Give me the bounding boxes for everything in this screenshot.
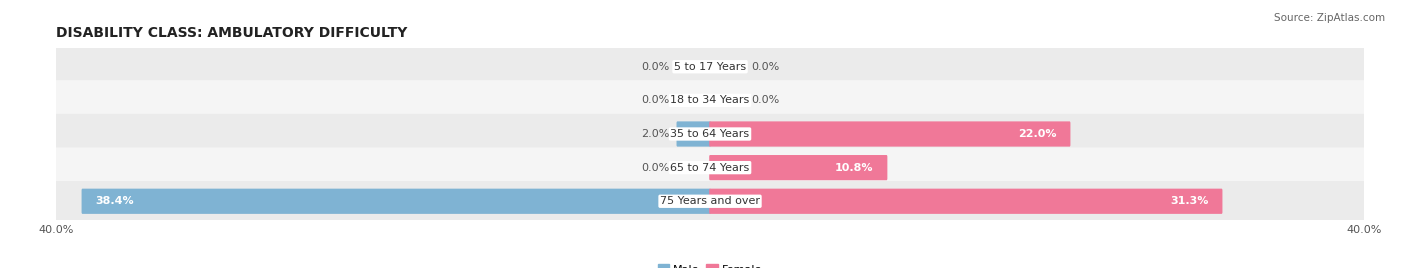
- Legend: Male, Female: Male, Female: [654, 260, 766, 268]
- FancyBboxPatch shape: [709, 155, 887, 180]
- FancyBboxPatch shape: [46, 181, 1374, 221]
- FancyBboxPatch shape: [82, 189, 711, 214]
- Text: 18 to 34 Years: 18 to 34 Years: [671, 95, 749, 105]
- Text: 65 to 74 Years: 65 to 74 Years: [671, 163, 749, 173]
- Text: 0.0%: 0.0%: [751, 95, 779, 105]
- FancyBboxPatch shape: [709, 121, 1070, 147]
- FancyBboxPatch shape: [46, 47, 1374, 87]
- Text: 0.0%: 0.0%: [751, 62, 779, 72]
- FancyBboxPatch shape: [46, 80, 1374, 121]
- Text: 2.0%: 2.0%: [641, 129, 669, 139]
- Text: 5 to 17 Years: 5 to 17 Years: [673, 62, 747, 72]
- Text: 0.0%: 0.0%: [641, 163, 669, 173]
- Text: 0.0%: 0.0%: [641, 95, 669, 105]
- Text: 35 to 64 Years: 35 to 64 Years: [671, 129, 749, 139]
- Text: 31.3%: 31.3%: [1170, 196, 1209, 206]
- Text: Source: ZipAtlas.com: Source: ZipAtlas.com: [1274, 13, 1385, 23]
- Text: 10.8%: 10.8%: [835, 163, 873, 173]
- Text: 22.0%: 22.0%: [1018, 129, 1056, 139]
- Text: 75 Years and over: 75 Years and over: [659, 196, 761, 206]
- FancyBboxPatch shape: [46, 114, 1374, 154]
- Text: 38.4%: 38.4%: [96, 196, 134, 206]
- FancyBboxPatch shape: [46, 147, 1374, 188]
- Text: 0.0%: 0.0%: [641, 62, 669, 72]
- FancyBboxPatch shape: [709, 189, 1222, 214]
- FancyBboxPatch shape: [676, 121, 711, 147]
- Text: DISABILITY CLASS: AMBULATORY DIFFICULTY: DISABILITY CLASS: AMBULATORY DIFFICULTY: [56, 26, 408, 40]
